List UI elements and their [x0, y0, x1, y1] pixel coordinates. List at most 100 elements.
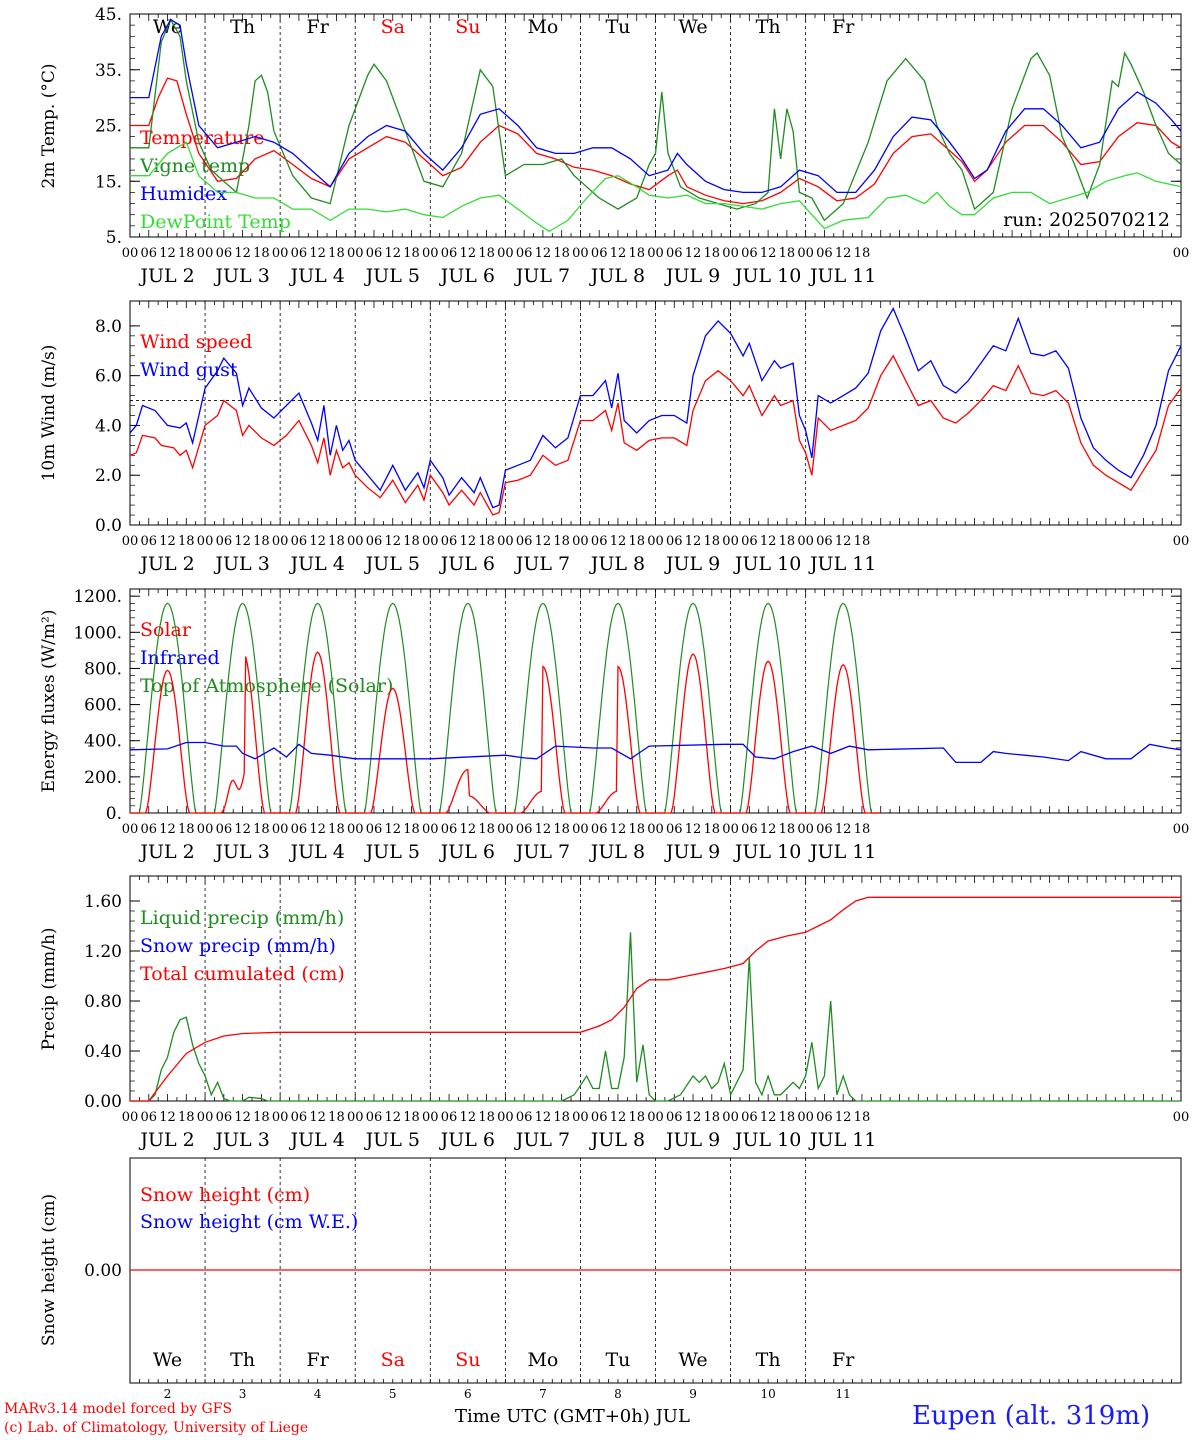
- x-hour-label: 12: [234, 246, 251, 261]
- x-hour-label: 00: [1173, 246, 1190, 261]
- x-hour-label: 12: [760, 822, 777, 837]
- day-abbrev-top: We: [678, 16, 707, 38]
- x-hour-label: 00: [197, 534, 214, 549]
- x-hour-label: 06: [816, 246, 833, 261]
- x-hour-label: 06: [291, 822, 308, 837]
- x-hour-label: 06: [441, 822, 458, 837]
- x-hour-label: 12: [234, 534, 251, 549]
- x-date-label: JUL 10: [733, 1129, 801, 1151]
- day-number: 9: [689, 1387, 697, 1401]
- x-date-label: JUL 4: [288, 1129, 344, 1151]
- x-hour-label: 18: [779, 534, 796, 549]
- x-hour-label: 00: [272, 246, 289, 261]
- day-abbrev-top: Tu: [606, 16, 631, 38]
- x-hour-label: 18: [178, 822, 195, 837]
- x-hour-label: 12: [760, 1110, 777, 1125]
- x-hour-label: 06: [291, 1110, 308, 1125]
- x-date-label: JUL 10: [733, 553, 801, 575]
- x-date-label: JUL 3: [213, 841, 269, 863]
- x-date-label: JUL 8: [589, 841, 645, 863]
- x-hour-label: 06: [816, 534, 833, 549]
- legend-entry: DewPoint Temp: [140, 211, 291, 233]
- day-abbrev-top: Th: [756, 16, 781, 38]
- x-hour-label: 12: [309, 1110, 326, 1125]
- x-hour-label: 18: [628, 534, 645, 549]
- x-hour-label: 12: [309, 246, 326, 261]
- x-hour-label: 00: [122, 534, 139, 549]
- x-date-label: JUL 4: [288, 553, 344, 575]
- x-hour-label: 12: [384, 1110, 401, 1125]
- x-hour-label: 12: [384, 534, 401, 549]
- day-number: 6: [464, 1387, 472, 1401]
- x-date-label: JUL 3: [213, 265, 269, 287]
- x-date-label: JUL 9: [664, 841, 720, 863]
- x-hour-label: 00: [347, 1110, 364, 1125]
- x-hour-label: 00: [122, 1110, 139, 1125]
- day-number: 2: [164, 1387, 172, 1401]
- x-hour-label: 00: [1173, 822, 1190, 837]
- series-solar: [130, 651, 881, 814]
- x-hour-label: 12: [159, 822, 176, 837]
- y-tick-label: 45.: [95, 5, 122, 25]
- x-hour-label: 12: [535, 534, 552, 549]
- x-date-label: JUL 10: [733, 841, 801, 863]
- x-hour-label: 00: [722, 246, 739, 261]
- legend-entry: Total cumulated (cm): [140, 963, 345, 985]
- x-hour-label: 06: [216, 1110, 233, 1125]
- x-hour-label: 00: [272, 534, 289, 549]
- x-hour-label: 00: [797, 246, 814, 261]
- x-date-label: JUL 2: [138, 265, 194, 287]
- day-abbrev-bottom: Mo: [527, 1349, 558, 1371]
- day-abbrev-bottom: Th: [230, 1349, 255, 1371]
- x-hour-label: 12: [760, 246, 777, 261]
- y-tick-label: 0.00: [84, 1092, 122, 1112]
- x-hour-label: 06: [291, 534, 308, 549]
- y-axis-label: Precip (mm/h): [39, 927, 59, 1050]
- x-hour-label: 06: [516, 534, 533, 549]
- x-hour-label: 12: [234, 1110, 251, 1125]
- x-hour-label: 18: [704, 822, 721, 837]
- x-hour-label: 12: [159, 246, 176, 261]
- x-date-label: JUL 5: [364, 553, 420, 575]
- x-hour-label: 06: [666, 534, 683, 549]
- x-hour-label: 12: [535, 1110, 552, 1125]
- x-hour-label: 06: [291, 246, 308, 261]
- day-abbrev-bottom: Th: [756, 1349, 781, 1371]
- x-hour-label: 12: [535, 822, 552, 837]
- y-tick-label: 0.0: [95, 516, 122, 536]
- x-date-label: JUL 6: [439, 1129, 495, 1151]
- y-tick-label: 15.: [95, 172, 122, 192]
- x-hour-label: 12: [460, 822, 477, 837]
- x-hour-label: 12: [835, 246, 852, 261]
- x-hour-label: 06: [741, 534, 758, 549]
- x-date-label: JUL 5: [364, 265, 420, 287]
- x-date-label: JUL 11: [808, 841, 876, 863]
- x-hour-label: 18: [403, 1110, 420, 1125]
- x-date-label: JUL 2: [138, 553, 194, 575]
- x-hour-label: 12: [610, 1110, 627, 1125]
- x-hour-label: 00: [572, 534, 589, 549]
- panel-frame: [129, 300, 1182, 526]
- x-hour-label: 12: [535, 246, 552, 261]
- x-hour-label: 00: [647, 822, 664, 837]
- x-hour-label: 00: [1173, 534, 1190, 549]
- x-date-label: JUL 7: [514, 1129, 570, 1151]
- y-tick-label: 8.0: [95, 317, 122, 337]
- x-hour-label: 00: [422, 534, 439, 549]
- x-hour-label: 00: [272, 1110, 289, 1125]
- x-hour-label: 00: [497, 1110, 514, 1125]
- series-liquid: [130, 932, 1181, 1102]
- x-hour-label: 18: [478, 534, 495, 549]
- run-label: run: 2025070212: [1003, 209, 1170, 231]
- day-number: 3: [239, 1387, 247, 1401]
- legend-entry: Wind gust: [140, 359, 238, 381]
- panel-frame: [129, 13, 1182, 238]
- panel-frame: [129, 588, 1182, 814]
- x-hour-label: 00: [797, 1110, 814, 1125]
- x-hour-label: 18: [478, 246, 495, 261]
- x-hour-label: 00: [197, 1110, 214, 1125]
- x-hour-label: 00: [272, 822, 289, 837]
- x-hour-label: 18: [478, 822, 495, 837]
